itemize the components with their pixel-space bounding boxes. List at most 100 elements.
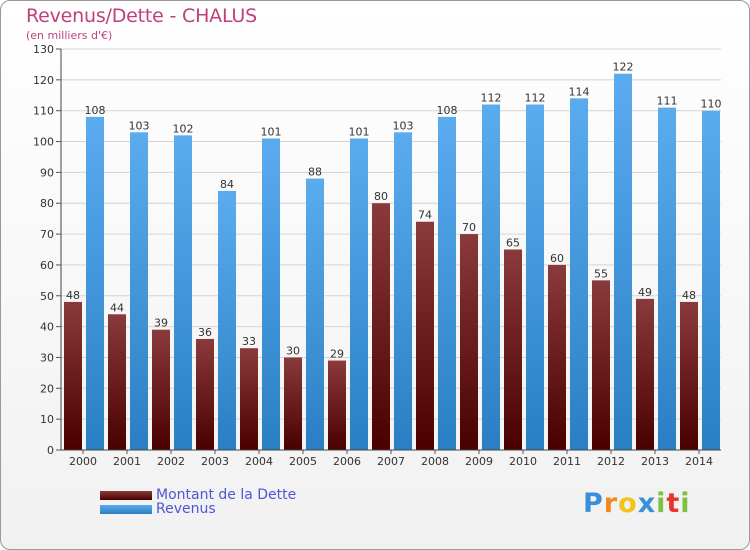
revenue-bar [262,138,280,450]
revenue-value-label: 102 [173,122,194,135]
axes [60,49,721,451]
x-tick-label: 2006 [333,455,361,468]
debt-bar [416,221,434,450]
y-tick-label: 70 [40,228,54,241]
x-tick-label: 2003 [201,455,229,468]
y-tick-label: 90 [40,166,54,179]
debt-value-label: 33 [242,335,256,348]
debt-value-label: 74 [418,209,432,222]
x-axis-ticks: 2000 2001 2002 2003 2004 2005 2006 2007 2008 2009… [69,450,713,468]
revenue-value-label: 114 [569,85,590,98]
revenue-value-label: 110 [701,98,722,111]
debt-bar [284,357,302,450]
legend-label-revenue: Revenus [156,501,216,517]
x-tick-label: 2004 [245,455,273,468]
revenue-value-label: 112 [525,92,546,105]
y-tick-label: 30 [40,351,54,364]
y-axis-ticks: 0 10 20 30 40 50 60 70 80 90 100 110 120 130 [33,43,61,457]
x-tick-label: 2000 [69,455,97,468]
debt-bar [372,203,390,450]
revenue-bar [438,116,456,450]
chart-subtitle: (en milliers d'€) [26,29,113,42]
debt-value-label: 48 [66,289,80,302]
proxiti-logo: Proxiti [583,488,691,519]
logo-letter: o [618,488,638,519]
y-tick-label: 80 [40,197,54,210]
revenue-value-label: 103 [393,119,414,132]
x-tick-label: 2008 [421,455,449,468]
revenue-bar [658,107,676,450]
y-tick-label: 60 [40,259,54,272]
legend-label-debt: Montant de la Dette [156,487,297,503]
x-tick-label: 2012 [597,455,625,468]
debt-bar [504,249,522,450]
debt-bar [636,298,654,450]
x-tick-label: 2009 [465,455,493,468]
revenue-value-label: 101 [349,125,370,138]
debt-bar [240,348,258,450]
revenue-value-label: 122 [613,61,634,74]
revenue-bar [86,116,104,450]
revenue-bar [482,104,500,451]
y-tick-label: 50 [40,290,54,303]
x-tick-label: 2007 [377,455,405,468]
y-tick-label: 10 [40,413,54,426]
revenue-bar [350,138,368,450]
y-tick-label: 40 [40,321,54,334]
revenue-bar [218,190,236,450]
legend-swatch-revenue [100,505,152,514]
debt-value-label: 48 [682,289,696,302]
debt-value-label: 60 [550,252,564,265]
debt-bar [328,360,346,450]
logo-letter: t [666,488,681,519]
revenue-value-label: 108 [85,104,106,117]
x-tick-label: 2010 [509,455,537,468]
logo-letter: x [637,488,657,519]
x-tick-label: 2014 [685,455,713,468]
debt-value-label: 29 [330,348,344,361]
logo-letter: i [680,488,691,519]
debt-value-label: 70 [462,221,476,234]
revenue-value-label: 84 [220,178,234,191]
x-tick-label: 2001 [113,455,141,468]
y-tick-label: 0 [47,444,54,457]
debt-bar [592,280,610,450]
revenue-value-label: 112 [481,92,502,105]
debt-value-label: 44 [110,301,124,314]
y-tick-label: 100 [33,136,54,149]
x-tick-label: 2011 [553,455,581,468]
debt-bar [64,301,82,450]
x-tick-label: 2013 [641,455,669,468]
gridlines [61,48,721,451]
debt-value-label: 30 [286,344,300,357]
revenue-value-label: 88 [308,166,322,179]
debt-bar [548,264,566,450]
revenue-value-label: 108 [437,104,458,117]
debt-value-label: 80 [374,190,388,203]
revenue-bar [570,98,588,450]
logo-letter: i [656,488,667,519]
y-tick-label: 130 [33,43,54,56]
debt-value-label: 36 [198,326,212,339]
logo-letter: P [583,488,604,519]
y-tick-label: 20 [40,382,54,395]
debt-value-label: 55 [594,267,608,280]
y-tick-label: 120 [33,74,54,87]
y-tick-label: 110 [33,105,54,118]
debt-bar [460,234,478,450]
revenue-bar [306,178,324,451]
chart-title: Revenus/Dette - CHALUS [26,5,257,27]
x-tick-label: 2002 [157,455,185,468]
revenue-bar [174,135,192,450]
debt-bar [152,329,170,450]
revenue-bar [526,104,544,451]
debt-bar [196,338,214,450]
debt-value-label: 49 [638,286,652,299]
bars [64,73,720,451]
revenue-bar [130,132,148,451]
logo-letter: r [603,488,619,519]
x-tick-label: 2005 [289,455,317,468]
revenue-value-label: 101 [261,125,282,138]
revenue-value-label: 111 [657,95,678,108]
